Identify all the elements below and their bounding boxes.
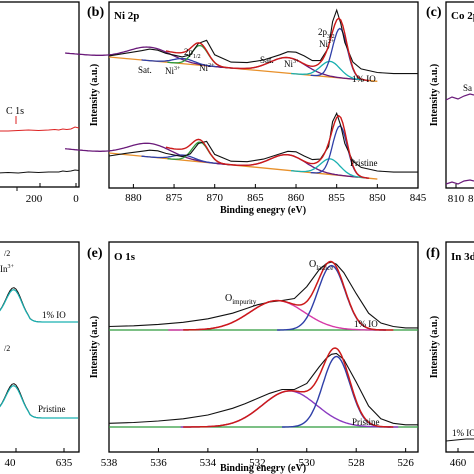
in3d-ylabel: Intensity (a.u.): [429, 316, 440, 379]
co2p-curve-pristine: [445, 179, 474, 185]
ni2p-ylabel: Intensity (a.u.): [89, 64, 100, 127]
o1s-x-tick-label: 530: [299, 457, 316, 469]
in3d-left-sample-1pct: 1% IO: [42, 310, 66, 320]
survey-tick-label: 0: [73, 193, 79, 205]
in3d-left-peak-label: /2: [4, 344, 10, 353]
o1s-frame: [108, 241, 419, 453]
ni2p-component-ni3-left: [141, 154, 225, 165]
o1s-fit-envelope: [183, 347, 394, 428]
survey-series-1pct-io: [0, 126, 80, 132]
co2p-curve-1pct: [445, 93, 474, 101]
ni2p-ni2-label-right: Ni2+: [319, 39, 335, 49]
co2p-frame: [445, 1, 474, 189]
in3d-tick-label: 460: [450, 457, 467, 469]
ni2p-title: Ni 2p: [114, 10, 139, 22]
survey-c1s-label: C 1s: [6, 106, 24, 117]
in3d-sample-label-1pct: 1% IO: [452, 428, 474, 438]
o1s-ylabel: Intensity (a.u.): [89, 316, 100, 379]
co2p-tick-label: 80: [468, 193, 474, 205]
panel-in3d: (f) In 3d Intensity (a.u.) 1% IO 460: [426, 241, 474, 469]
ni2p-x-tick-label: 880: [125, 192, 142, 204]
in3d-left-peak-label: /2: [4, 249, 10, 258]
ni2p-ni3-label-left: Ni3+: [165, 66, 181, 76]
ni2p-fit-envelope: [165, 114, 370, 179]
panel-survey: C 1s 200 0: [0, 1, 80, 205]
ni2p-x-tick-label: 845: [410, 192, 427, 204]
in3d-left-tick-label: 635: [56, 457, 73, 469]
ni2p-frame: [108, 1, 419, 189]
in3d-curve-1pct: [445, 438, 474, 442]
panel-co2p: (c) Co 2p Intensity (a.u.) Sa 810 80: [426, 1, 474, 205]
o1s-x-tick-label: 538: [101, 457, 118, 469]
ni2p-x-tick-label: 850: [369, 192, 386, 204]
co2p-panel-letter: (c): [426, 5, 442, 20]
in3d-left-curve-1pct: [0, 287, 78, 323]
panel-o1s: (e) O 1s Intensity (a.u.) Binding enegry…: [87, 241, 419, 474]
o1s-xlabel: Binding enegry (eV): [220, 463, 306, 474]
in3d-left-fit-pristine: [0, 385, 78, 419]
co2p-tick-label: 810: [448, 193, 465, 205]
ni2p-sample-label-1pct: 1% IO: [352, 74, 376, 84]
ni2p-raw-curve: [108, 8, 418, 75]
ni2p-x-axis: 880 875 870 865 860 855 850 845: [125, 184, 427, 204]
in3d-left-in3-label: In3+: [0, 264, 15, 274]
in3d-left-fit-1pct: [0, 289, 78, 323]
o1s-x-tick-label: 534: [200, 457, 217, 469]
in3d-left-frame: [0, 241, 80, 453]
o1s-title: O 1s: [114, 251, 136, 263]
ni2p-x-tick-label: 865: [247, 192, 264, 204]
ni2p-sat-label-right: Sat.: [260, 55, 274, 65]
in3d-title: In 3d: [451, 251, 474, 263]
ni2p-ni2-label-left: Ni2+: [199, 63, 215, 73]
ni2p-xlabel: Binding enegry (eV): [220, 205, 306, 216]
ni2p-curves: [65, 8, 418, 180]
ni2p-component-ni3-left: [141, 57, 225, 69]
co2p-title: Co 2p: [451, 10, 474, 22]
o1s-curves: [108, 260, 418, 428]
ni2p-panel-letter: (b): [87, 5, 104, 20]
survey-frame: [0, 1, 80, 188]
o1s-x-tick-label: 528: [348, 457, 365, 469]
ni2p-raw-curve: [108, 111, 418, 173]
o1s-fit-envelope: [183, 260, 394, 331]
ni2p-sample-label-pristine: Pristine: [350, 158, 378, 168]
ni2p-x-tick-label: 875: [166, 192, 183, 204]
ni2p-sat-label-left: Sat.: [138, 65, 152, 75]
panel-ni2p: (b) Ni 2p Intensity (a.u.) Binding enegr…: [65, 1, 427, 216]
co2p-sat-label: Sa: [463, 83, 472, 93]
in3d-left-sample-pristine: Pristine: [38, 404, 66, 414]
in3d-panel-letter: (f): [426, 246, 440, 261]
o1s-oimpurity-label: Oimpurity: [225, 293, 257, 306]
ni2p-x-tick-label: 855: [328, 192, 345, 204]
ni2p-x-tick-label: 860: [288, 192, 305, 204]
o1s-raw-curve: [108, 261, 418, 329]
in3d-left-tick-label: 40: [5, 457, 17, 469]
o1s-x-tick-label: 526: [397, 457, 414, 469]
o1s-sample-label-pristine: Pristine: [352, 417, 380, 427]
ni2p-2p12-label: 2p1/2: [184, 47, 201, 60]
ni2p-ni3-label-right: Ni3+: [284, 59, 300, 69]
survey-series-pristine: [0, 169, 80, 174]
panel-in3d-left: /2 In3+ /2 1% IO Pristine 40 635: [0, 241, 80, 469]
o1s-panel-letter: (e): [87, 246, 103, 261]
ni2p-fit-envelope: [165, 17, 370, 82]
survey-tick-label: 200: [26, 193, 43, 205]
ni2p-x-tick-label: 870: [206, 192, 223, 204]
o1s-raw-curve: [108, 352, 418, 426]
o1s-x-axis: 538 536 534 532 530 528 526: [101, 448, 414, 469]
o1s-x-tick-label: 532: [249, 457, 266, 469]
o1s-sample-label-1pct: 1% IO: [354, 319, 378, 329]
co2p-ylabel: Intensity (a.u.): [429, 64, 440, 127]
o1s-x-tick-label: 536: [150, 457, 167, 469]
in3d-frame: [445, 241, 474, 453]
